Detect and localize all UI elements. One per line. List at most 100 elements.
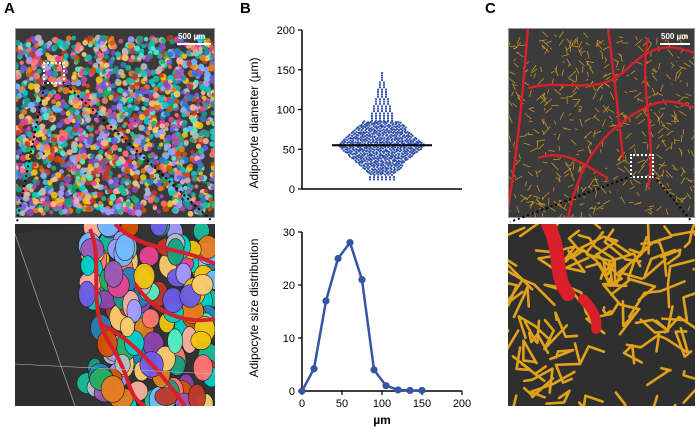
- scatter-point: [415, 150, 418, 154]
- scatter-point: [399, 166, 403, 169]
- scatter-point: [359, 142, 362, 145]
- scatter-point: [344, 150, 347, 154]
- scatter-point: [378, 156, 381, 159]
- scatter-point: [395, 150, 398, 153]
- scatter-point: [363, 120, 366, 123]
- scatter-point: [380, 123, 383, 126]
- scatter-point: [380, 76, 384, 79]
- scatter-point: [366, 152, 369, 155]
- scatter-point: [396, 157, 399, 160]
- scatter-point: [370, 129, 373, 132]
- scatter-point: [376, 139, 379, 142]
- scatter-point: [384, 123, 387, 126]
- scatter-point: [367, 141, 370, 144]
- scatter-point: [373, 170, 376, 174]
- scatter-point: [401, 156, 405, 159]
- scatter-point: [415, 140, 418, 144]
- scatter-point: [377, 170, 380, 174]
- scatter-point: [399, 163, 402, 166]
- scatter-point: [364, 129, 367, 132]
- scatter-point: [378, 119, 382, 122]
- scatter-point: [347, 153, 351, 156]
- scatter-point: [414, 149, 417, 152]
- scatter-point: [408, 138, 411, 141]
- scatter-point: [371, 150, 374, 154]
- scatter-point: [356, 136, 359, 140]
- scatter-point: [378, 130, 382, 133]
- scatter-point: [403, 128, 406, 131]
- scatter-point: [355, 148, 358, 151]
- scatter-point: [389, 172, 392, 175]
- scatter-point: [356, 146, 359, 149]
- scatter-point: [417, 139, 420, 142]
- scatter-point: [358, 163, 361, 166]
- scatter-point: [373, 161, 376, 164]
- scatter-point: [366, 121, 370, 124]
- scatter-point: [390, 149, 393, 152]
- scatter-point: [369, 135, 372, 139]
- scatter-point: [354, 150, 358, 153]
- scale-bar-c: [660, 43, 690, 45]
- scatter-point: [359, 155, 362, 158]
- scatter-point: [389, 166, 392, 169]
- scatter-point: [395, 141, 398, 144]
- size-distribution-chart: 0 10 20 30 0 50 100 150 200 Adipocyte size distr…: [247, 227, 471, 427]
- vasculature-overview: [508, 28, 695, 218]
- scatter-point: [387, 123, 390, 127]
- scatter-point: [378, 141, 381, 144]
- scatter-point: [351, 153, 354, 156]
- scatter-point: [377, 120, 380, 123]
- scatter-point: [359, 136, 362, 139]
- scatter-point: [355, 131, 358, 134]
- scatter-point: [401, 129, 404, 132]
- scatter-point: [384, 109, 388, 113]
- scatter-point: [405, 137, 408, 141]
- line-y-tick-label: 10: [283, 333, 295, 345]
- scatter-point: [382, 81, 386, 84]
- scatter-point: [395, 134, 398, 138]
- scatter-point: [410, 133, 413, 136]
- scatter-point: [377, 149, 380, 152]
- scatter-point: [384, 175, 388, 179]
- scatter-point: [375, 140, 378, 143]
- scatter-point: [370, 117, 374, 120]
- scatter-point: [388, 175, 392, 179]
- scatter-point: [378, 112, 382, 115]
- scatter-point: [352, 142, 355, 145]
- scatter-point: [352, 155, 355, 158]
- line-y-axis-label: Adipocyte size distribution: [247, 239, 261, 378]
- scatter-point: [372, 157, 376, 160]
- scatter-point: [354, 135, 357, 138]
- scatter-point: [395, 148, 398, 151]
- scatter-point: [374, 100, 378, 103]
- scatter-point: [372, 175, 376, 179]
- scatter-point: [356, 154, 359, 158]
- scatter-point: [378, 83, 382, 86]
- scatter-point: [354, 140, 357, 144]
- scatter-point: [341, 147, 344, 150]
- scatter-point: [393, 168, 397, 171]
- scatter-point: [400, 148, 403, 152]
- scatter-point: [380, 88, 384, 91]
- scatter-point: [379, 171, 382, 175]
- scatter-point: [366, 154, 369, 158]
- scatter-point: [381, 134, 384, 137]
- scatter-point: [370, 164, 374, 167]
- scatter-point: [412, 150, 415, 153]
- scatter-point: [386, 127, 389, 131]
- scatter-point: [366, 149, 369, 152]
- distribution-point: [346, 239, 354, 247]
- scatter-point: [377, 168, 380, 171]
- scatter-y-axis-label: Adipocyte diameter (µm): [247, 58, 261, 189]
- scatter-point: [393, 130, 396, 133]
- scatter-point: [388, 156, 391, 159]
- scatter-point: [406, 158, 409, 161]
- panel-c-zoom-image: [508, 224, 695, 406]
- scatter-point: [386, 155, 389, 158]
- line-x-axis-label: µm: [373, 413, 391, 427]
- scatter-point: [368, 169, 371, 172]
- scatter-y-tick-label: 0: [289, 184, 295, 196]
- scatter-point: [361, 140, 364, 143]
- scatter-point: [365, 169, 368, 172]
- scatter-point: [344, 148, 347, 151]
